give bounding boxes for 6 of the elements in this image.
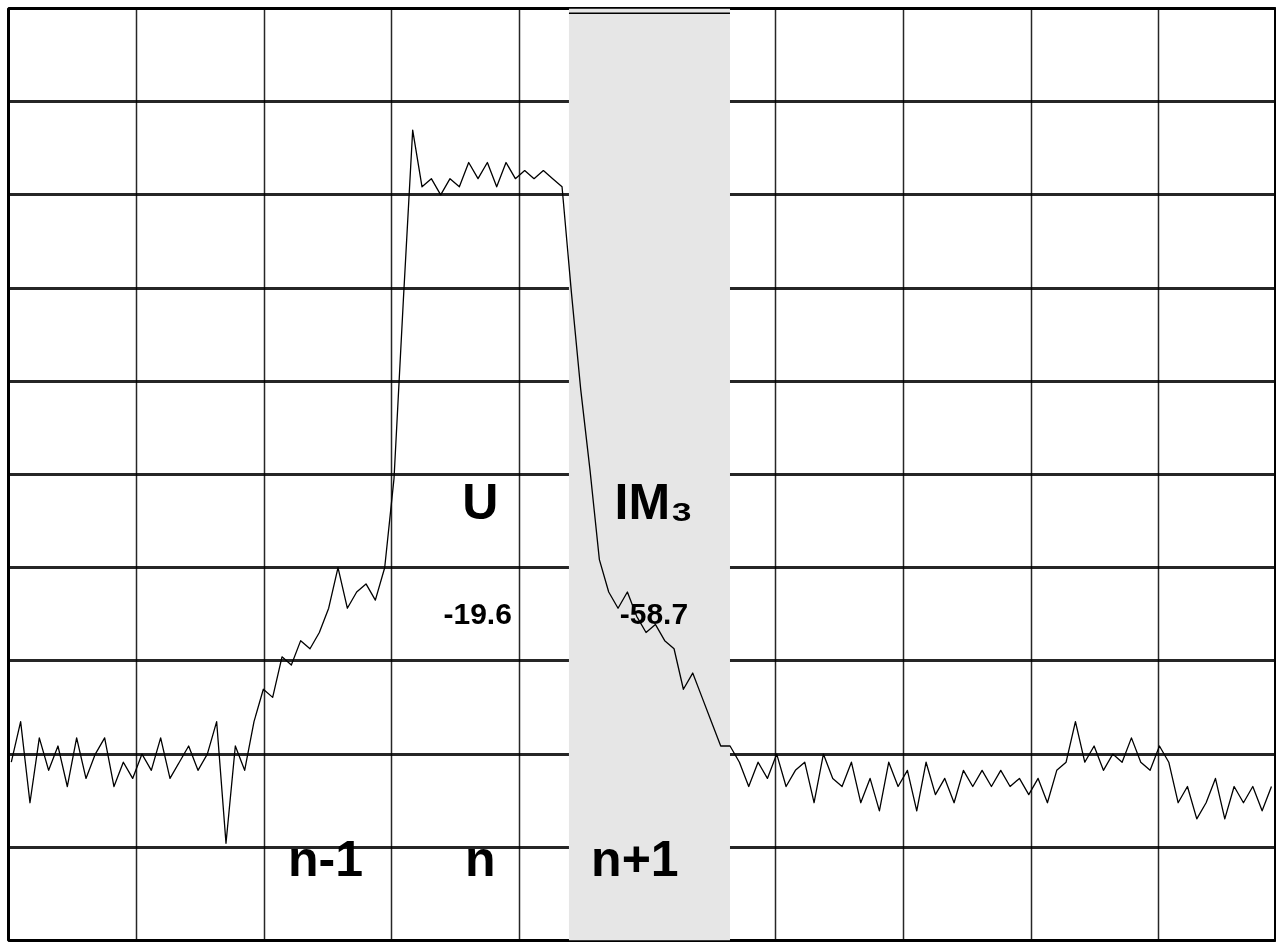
annotation: IM₃ [614, 474, 694, 531]
annotation: n-1 [288, 831, 363, 888]
annotation: U [462, 474, 499, 531]
annotation: n+1 [591, 831, 679, 888]
annotation: n [464, 831, 496, 888]
annotation: -19.6 [443, 597, 512, 631]
